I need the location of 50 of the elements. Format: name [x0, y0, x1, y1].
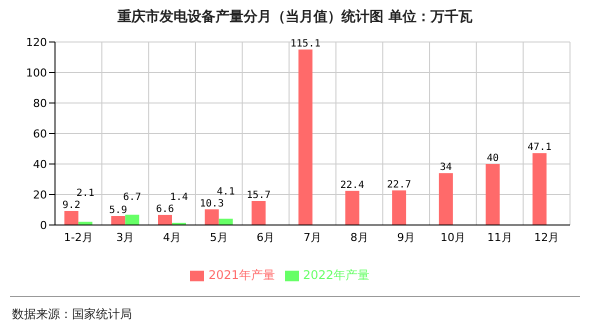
y-tick-label: 40	[33, 158, 47, 171]
y-tick-label: 120	[26, 36, 47, 49]
data-label: 15.7	[246, 190, 271, 202]
bar	[204, 209, 219, 225]
data-label: 4.1	[216, 186, 235, 198]
bar	[158, 214, 172, 225]
x-tick-label: 9月	[397, 230, 416, 244]
data-label: 22.4	[340, 180, 364, 191]
y-tick-label: 0	[40, 218, 47, 232]
legend-label: 2022年产量	[303, 268, 370, 282]
chart-title: 重庆市发电设备产量分月（当月值）统计图 单位：万千瓦	[116, 8, 474, 27]
data-label: 2.1	[76, 188, 94, 199]
bar	[438, 173, 453, 225]
x-tick-label: 6月	[256, 230, 275, 244]
data-label: 6.7	[123, 192, 142, 203]
x-tick-label: 4月	[163, 230, 182, 244]
y-tick-label: 100	[26, 66, 47, 80]
data-label: 6.6	[156, 204, 174, 215]
x-tick-label: 7月	[304, 230, 322, 244]
bar	[345, 190, 360, 225]
data-label: 40	[486, 153, 499, 164]
data-label: 1.4	[170, 192, 188, 203]
x-tick-label: 12月	[534, 230, 560, 244]
x-tick-label: 1-2月	[64, 230, 93, 244]
data-label: 115.1	[290, 38, 321, 50]
bar	[298, 49, 312, 225]
bar	[392, 190, 406, 225]
x-tick-label: 8月	[350, 230, 368, 244]
y-tick-label: 80	[33, 96, 47, 110]
data-label: 22.7	[387, 179, 412, 190]
x-tick-label: 3月	[116, 230, 134, 244]
x-tick-label: 11月	[487, 230, 512, 244]
bar	[486, 164, 500, 225]
y-tick-label: 20	[33, 188, 47, 202]
y-tick-label: 60	[33, 127, 47, 140]
bar	[111, 216, 126, 225]
bar	[252, 201, 266, 225]
bar	[125, 214, 140, 225]
x-tick-label: 10月	[440, 230, 466, 244]
bar	[64, 210, 78, 225]
data-label: 47.1	[528, 142, 552, 154]
data-label: 34	[440, 162, 452, 174]
data-label: 9.2	[62, 200, 80, 211]
x-tick-label: 5月	[210, 230, 228, 244]
bar	[532, 153, 547, 225]
data-label: 5.9	[109, 205, 128, 216]
source-note: 数据来源：国家统计局	[12, 306, 132, 323]
legend-label: 2021年产量	[208, 268, 275, 282]
bar	[218, 218, 233, 225]
data-label: 10.3	[200, 198, 224, 210]
